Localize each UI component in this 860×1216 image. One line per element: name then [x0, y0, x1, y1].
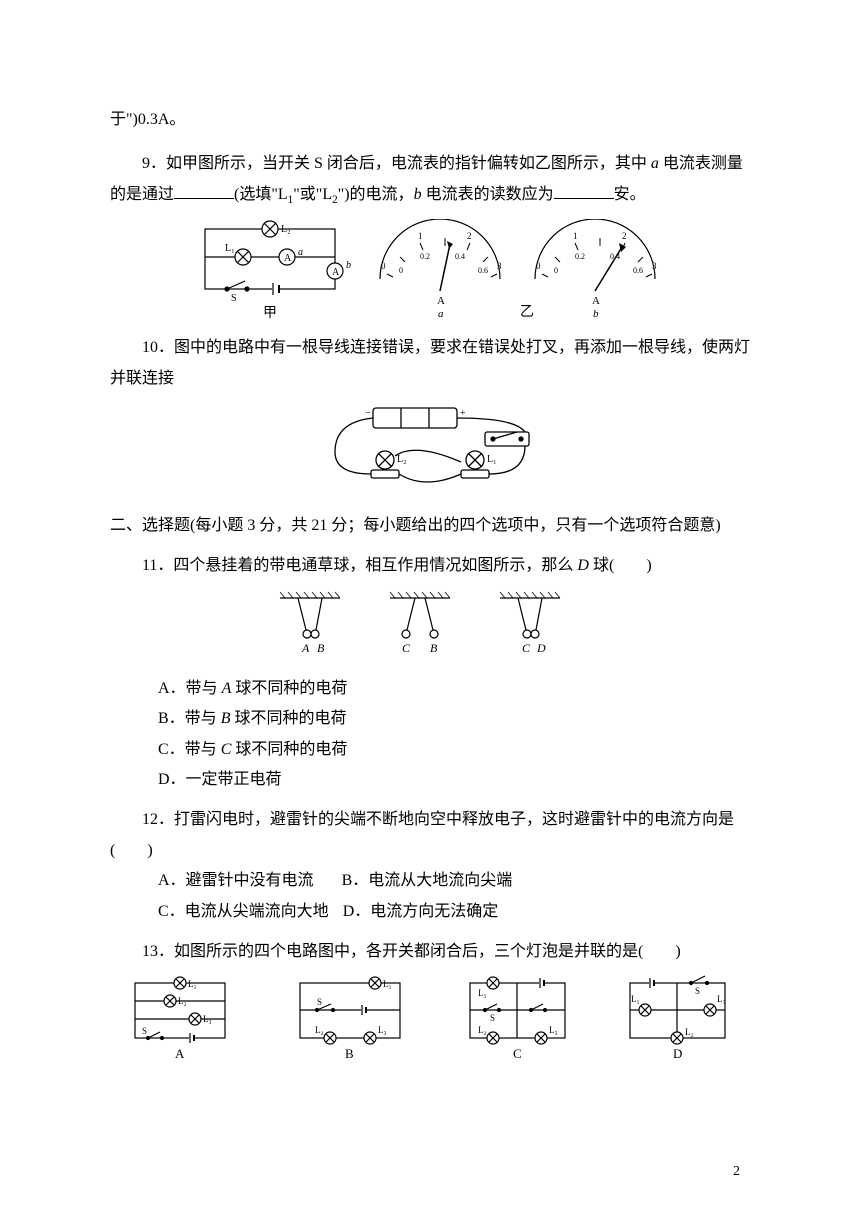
q11: 11．四个悬挂着的带电通草球，相互作用情况如图所示，那么 D 球( ) [110, 551, 750, 581]
svg-text:0: 0 [554, 266, 558, 275]
svg-text:3: 3 [497, 261, 502, 271]
svg-text:A: A [332, 267, 340, 278]
svg-text:0.2: 0.2 [420, 252, 430, 261]
figure-9: L₂ L₁ A a A b S [110, 219, 750, 319]
q9: 9．如甲图所示，当开关 S 闭合后，电流表的指针偏转如乙图所示，其中 a 电流表… [110, 149, 750, 211]
section2-header: 二、选择题(每小题 3 分，共 21 分；每小题给出的四个选项中，只有一个选项符… [110, 511, 750, 541]
svg-text:S: S [695, 986, 700, 996]
svg-text:L₁: L₁ [225, 243, 235, 254]
svg-text:C: C [513, 1046, 522, 1061]
svg-text:D: D [673, 1046, 682, 1061]
q13: 13．如图所示的四个电路图中，各开关都闭合后，三个灯泡是并联的是( ) [110, 937, 750, 967]
q9-blank2 [554, 180, 614, 199]
svg-text:L₃: L₃ [717, 994, 726, 1004]
q11-optD: D．一定带正电荷 [110, 765, 750, 795]
svg-text:3: 3 [652, 261, 657, 271]
q12-AB: A．避雷针中没有电流B．电流从大地流向尖端 [110, 866, 750, 896]
svg-text:L₃: L₃ [549, 1025, 558, 1035]
svg-text:D: D [536, 641, 546, 655]
svg-text:b: b [346, 260, 351, 271]
frag-continuation: 于")0.3A。 [110, 105, 750, 135]
q9-text-d: 安。 [614, 186, 646, 203]
q9-a: a [651, 155, 659, 172]
svg-text:S: S [231, 293, 237, 304]
q9-hint3: ")的电流， [338, 186, 414, 203]
svg-text:b: b [593, 308, 599, 319]
svg-text:0.2: 0.2 [575, 252, 585, 261]
q11-optB: B．带与 B 球不同种的电荷 [110, 704, 750, 734]
svg-text:2: 2 [622, 231, 627, 241]
svg-text:a: a [438, 308, 444, 319]
svg-text:1: 1 [418, 231, 423, 241]
q11-stem2: 球( ) [589, 557, 652, 574]
svg-text:0.6: 0.6 [633, 266, 643, 275]
q9-hint2: "或"L [293, 186, 332, 203]
svg-text:L₃: L₃ [203, 1014, 212, 1024]
svg-text:0: 0 [399, 266, 403, 275]
q9-text-c: 电流表的读数应为 [422, 186, 554, 203]
svg-text:L₂: L₂ [685, 1027, 694, 1037]
q9-blank1 [174, 180, 234, 199]
svg-text:C: C [402, 641, 411, 655]
svg-text:L₂: L₂ [281, 224, 291, 235]
q11-optA: A．带与 A 球不同种的电荷 [110, 674, 750, 704]
page-number: 2 [733, 1159, 740, 1186]
svg-text:甲: 甲 [263, 306, 277, 319]
svg-text:B: B [345, 1046, 354, 1061]
svg-text:L₂: L₂ [315, 1025, 324, 1035]
svg-text:A: A [437, 295, 445, 307]
svg-text:A: A [301, 641, 310, 655]
svg-text:L₁: L₁ [487, 454, 497, 465]
svg-text:2: 2 [467, 231, 472, 241]
svg-text:0.4: 0.4 [455, 252, 465, 261]
svg-text:S: S [317, 997, 322, 1007]
svg-text:L₁: L₁ [188, 979, 197, 989]
svg-text:L₂: L₂ [178, 996, 187, 1006]
q12: 12．打雷闪电时，避雷针的尖端不断地向空中释放电子，这时避雷针中的电流方向是( … [110, 805, 750, 927]
svg-text:C: C [522, 641, 531, 655]
q9-b: b [414, 186, 422, 203]
svg-text:B: B [317, 641, 325, 655]
q12-CD: C．电流从尖端流向大地D．电流方向无法确定 [110, 897, 750, 927]
svg-text:A: A [175, 1046, 185, 1061]
svg-text:L₁: L₁ [631, 994, 640, 1004]
svg-text:1: 1 [573, 231, 578, 241]
svg-text:L₂: L₂ [478, 1025, 487, 1035]
q9-hint1: (选填"L [234, 186, 288, 203]
svg-text:+: + [460, 408, 466, 419]
svg-text:L₃: L₃ [378, 1025, 387, 1035]
figure-13: L₁ L₂ L₃ S A L₁ [110, 973, 750, 1063]
q11-optC: C．带与 C 球不同种的电荷 [110, 735, 750, 765]
svg-text:A: A [284, 253, 292, 264]
q10: 10．图中的电路中有一根导线连接错误，要求在错误处打叉，再添加一根导线，使两灯并… [110, 333, 750, 394]
svg-text:S: S [490, 1013, 495, 1023]
svg-text:0: 0 [381, 261, 386, 271]
svg-text:L₂: L₂ [397, 454, 407, 465]
svg-text:L₁: L₁ [478, 988, 487, 998]
svg-text:a: a [298, 247, 303, 258]
figure-11: A B C B C [110, 590, 750, 660]
svg-text:L₁: L₁ [383, 979, 392, 989]
svg-text:A: A [592, 295, 600, 307]
q11-stem: 11．四个悬挂着的带电通草球，相互作用情况如图所示，那么 [142, 557, 577, 574]
svg-text:乙: 乙 [520, 304, 534, 319]
figure-10: − + L₂ L₁ [110, 402, 750, 497]
svg-text:0: 0 [536, 261, 541, 271]
svg-text:−: − [365, 408, 371, 419]
q9-text-a: 9．如甲图所示，当开关 S 闭合后，电流表的指针偏转如乙图所示，其中 [142, 155, 651, 172]
svg-text:B: B [430, 641, 438, 655]
svg-text:0.6: 0.6 [478, 266, 488, 275]
svg-text:S: S [142, 1026, 147, 1036]
q11-D: D [577, 557, 589, 574]
q12-stem: 12．打雷闪电时，避雷针的尖端不断地向空中释放电子，这时避雷针中的电流方向是( … [110, 805, 750, 866]
